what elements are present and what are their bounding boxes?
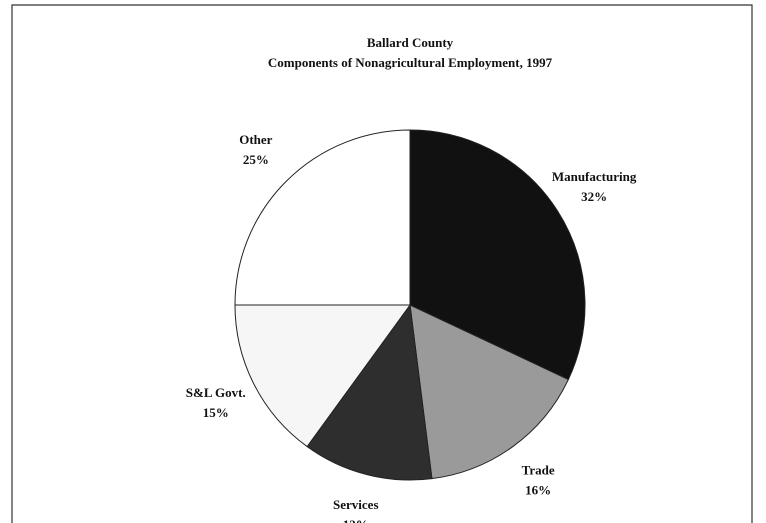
- slice-value-label: 25%: [243, 152, 269, 167]
- frame: [11, 4, 753, 523]
- pie-slice: [306, 303, 433, 481]
- slice-label: Trade: [522, 462, 555, 477]
- slice-label: Services: [333, 497, 378, 512]
- slice-value-label: 16%: [525, 482, 551, 497]
- pie-slice: [234, 304, 411, 448]
- slice-label: Manufacturing: [552, 169, 637, 184]
- slice-label: S&L Govt.: [186, 385, 246, 400]
- pie-slice: [234, 129, 411, 306]
- slice-value-label: 32%: [581, 189, 607, 204]
- pie-slice: [409, 304, 570, 480]
- slice-value-label: 15%: [203, 405, 229, 420]
- pie-slice: [409, 129, 586, 381]
- slice-label: Other: [239, 132, 272, 147]
- chart-title: Ballard County: [367, 35, 454, 50]
- slice-value-label: 12%: [343, 517, 369, 523]
- chart-subtitle: Components of Nonagricultural Employment…: [268, 55, 553, 70]
